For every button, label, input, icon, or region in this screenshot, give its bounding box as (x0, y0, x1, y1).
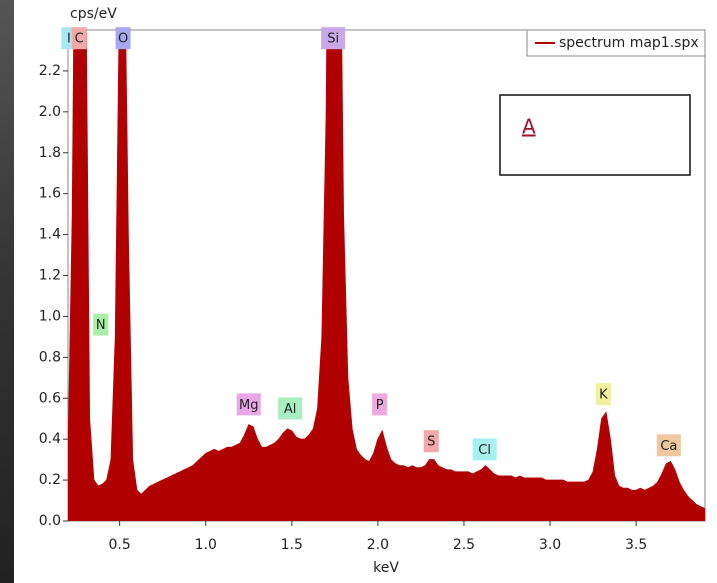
element-tag: S (427, 435, 435, 450)
y-tick-label: 1.0 (39, 308, 61, 324)
x-tick-label: 3.5 (625, 537, 647, 553)
x-tick-label: 0.5 (109, 537, 131, 553)
element-tag: C (75, 32, 84, 47)
element-tag: P (376, 398, 384, 413)
element-tag-bg (423, 430, 439, 453)
element-tag: N (96, 318, 106, 333)
y-tick-label: 2.2 (39, 63, 61, 79)
element-tag: I (67, 32, 71, 47)
element-tag-bg (236, 393, 261, 416)
legend-box (526, 29, 706, 57)
y-tick-label: 0.4 (39, 431, 61, 447)
x-tick-label: 1.5 (281, 537, 303, 553)
element-tag: Ca (660, 439, 677, 454)
y-tick-label: 0.2 (39, 472, 61, 488)
y-axis-label: cps/eV (70, 6, 117, 22)
element-tag: O (118, 32, 128, 47)
panel-label[interactable]: A (522, 115, 536, 139)
element-tag: Al (284, 402, 297, 417)
element-tag: Cl (478, 443, 491, 458)
element-tag-bg (93, 313, 109, 336)
x-tick-label: 2.5 (453, 537, 475, 553)
y-tick-label: 1.8 (39, 145, 61, 161)
element-tag-bg (71, 27, 87, 50)
element-tag: K (599, 388, 608, 403)
spectrum-area (68, 30, 705, 521)
element-tag-bg (595, 383, 611, 406)
element-tag-bg (656, 434, 681, 457)
element-tag-bg (115, 27, 131, 50)
x-axis-label: keV (373, 560, 399, 576)
x-tick-label: 3.0 (539, 537, 561, 553)
y-tick-label: 0.0 (39, 513, 61, 529)
plot-layer (68, 30, 705, 521)
element-tag-bg (321, 27, 346, 50)
y-tick-label: 1.2 (39, 268, 61, 284)
element-tag: Si (327, 32, 339, 47)
element-tag-bg (472, 438, 497, 461)
x-tick-label: 2.0 (367, 537, 389, 553)
element-tag-bg (372, 393, 388, 416)
element-tag-bg (278, 397, 303, 420)
legend-label: spectrum map1.spx (559, 35, 699, 51)
y-tick-label: 2.0 (39, 104, 61, 120)
y-tick-label: 0.8 (39, 349, 61, 365)
panel-box (499, 94, 691, 176)
y-tick-label: 0.6 (39, 390, 61, 406)
y-tick-label: 1.6 (39, 186, 61, 202)
element-tag: Mg (239, 398, 258, 413)
y-tick-label: 1.4 (39, 227, 61, 243)
x-tick-label: 1.0 (195, 537, 217, 553)
image-strip (0, 0, 14, 583)
